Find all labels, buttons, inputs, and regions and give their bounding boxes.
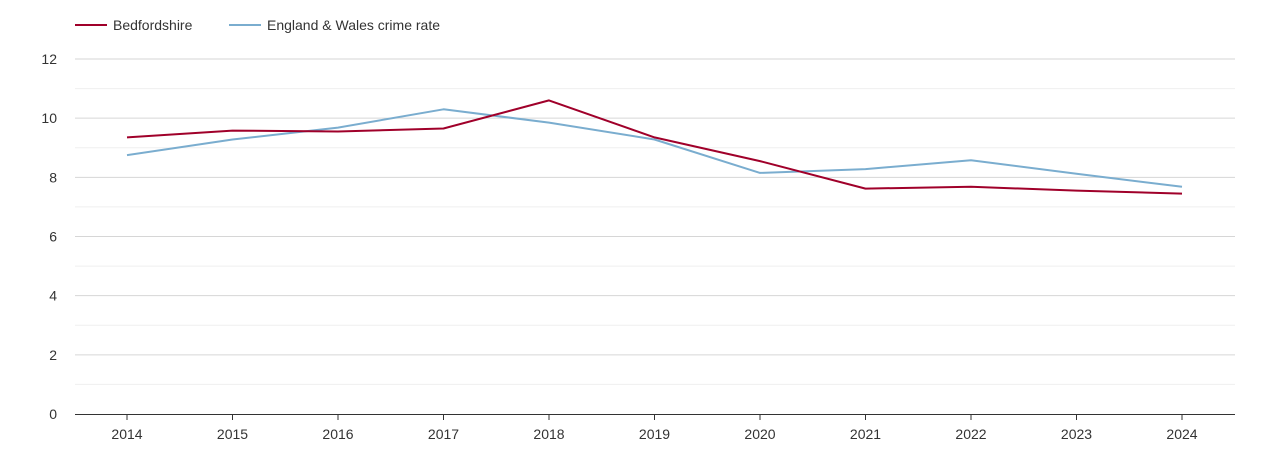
- legend-item-england-wales[interactable]: England & Wales crime rate: [229, 17, 440, 33]
- y-tick-label: 4: [49, 288, 57, 304]
- y-tick-label: 0: [49, 406, 57, 422]
- x-tick-label: 2014: [111, 426, 142, 442]
- x-tick-label: 2021: [850, 426, 881, 442]
- y-axis: 0 2 4 6 8 10 12: [41, 51, 57, 422]
- y-tick-label: 2: [49, 347, 57, 363]
- x-tick-label: 2015: [217, 426, 248, 442]
- legend: Bedfordshire England & Wales crime rate: [75, 17, 440, 33]
- y-tick-label: 12: [41, 51, 57, 67]
- grid: [75, 58, 1235, 385]
- x-tick-label: 2022: [955, 426, 986, 442]
- x-tick-label: 2024: [1166, 426, 1197, 442]
- legend-label-england-wales: England & Wales crime rate: [267, 17, 440, 33]
- x-tick-label: 2017: [428, 426, 459, 442]
- y-tick-label: 6: [49, 229, 57, 245]
- x-tick-label: 2023: [1061, 426, 1092, 442]
- series-lines: [126, 99, 1183, 195]
- y-tick-label: 8: [49, 169, 57, 185]
- series-line-bedfordshire[interactable]: [126, 99, 1183, 195]
- legend-label-bedfordshire: Bedfordshire: [113, 17, 193, 33]
- x-tick-label: 2019: [639, 426, 670, 442]
- y-tick-label: 10: [41, 110, 57, 126]
- x-tick-label: 2016: [322, 426, 353, 442]
- x-tick-label: 2020: [744, 426, 775, 442]
- x-axis: 2014 2015 2016 2017 2018 2019 2020 2021 2022 2023…: [75, 414, 1235, 442]
- legend-item-bedfordshire[interactable]: Bedfordshire: [75, 17, 193, 33]
- x-tick-label: 2018: [533, 426, 564, 442]
